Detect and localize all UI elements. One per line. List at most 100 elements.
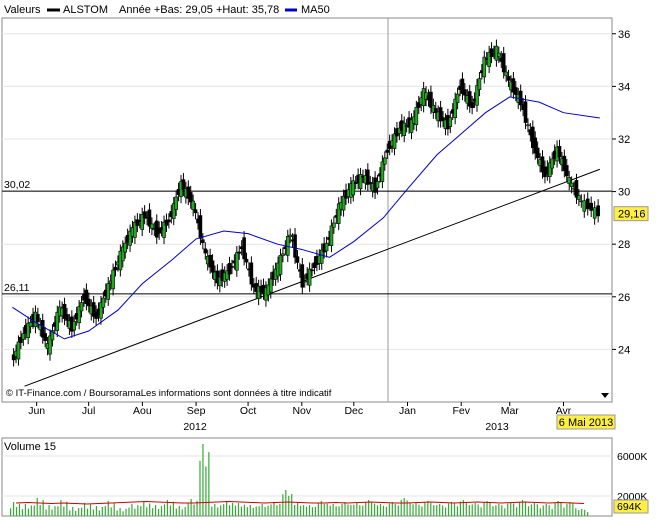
candle xyxy=(171,203,176,219)
volume-bar xyxy=(569,502,571,516)
volume-bar xyxy=(143,502,145,516)
candle xyxy=(336,203,341,224)
volume-bar xyxy=(459,501,461,516)
candle xyxy=(19,336,23,343)
volume-bar xyxy=(527,506,530,516)
scroll-down-icon[interactable] xyxy=(601,393,609,398)
candle xyxy=(514,87,518,95)
candle xyxy=(312,262,317,269)
volume-bar xyxy=(584,509,586,516)
candle xyxy=(203,248,208,254)
volume-bar xyxy=(415,503,417,516)
volume-bar xyxy=(279,504,281,516)
volume-bar xyxy=(468,505,470,516)
volume-bar xyxy=(81,507,83,516)
candle xyxy=(218,276,222,287)
candle xyxy=(55,311,60,331)
candle xyxy=(351,180,356,196)
volume-bar xyxy=(128,507,130,516)
volume-bar xyxy=(261,504,263,516)
volume-bar xyxy=(155,505,157,516)
volume-bar xyxy=(400,499,402,516)
volume-bar xyxy=(36,498,38,516)
candle xyxy=(487,52,491,67)
volume-bar xyxy=(554,502,556,516)
candle xyxy=(579,200,584,203)
volume-bar xyxy=(566,503,568,516)
volume-bar xyxy=(578,509,580,516)
volume-bar xyxy=(190,499,192,516)
candle xyxy=(157,227,161,234)
volume-bar xyxy=(137,505,139,516)
volume-bar xyxy=(501,505,503,516)
volume-bar xyxy=(18,503,21,516)
support-trendline xyxy=(24,168,601,387)
candle xyxy=(244,258,249,263)
volume-bar xyxy=(344,502,346,516)
y-tick-label: 28 xyxy=(618,239,630,251)
candle xyxy=(433,108,438,114)
candle xyxy=(518,90,523,106)
volume-bar xyxy=(347,504,349,516)
last-price-label: 29,16 xyxy=(618,209,646,221)
x-tick-label: Jan xyxy=(399,405,416,417)
candle xyxy=(142,211,147,219)
candle xyxy=(429,91,433,108)
candle xyxy=(438,107,443,122)
volume-bar xyxy=(557,501,559,516)
candle xyxy=(504,71,508,76)
candle xyxy=(392,133,397,149)
candle xyxy=(293,234,297,258)
candle xyxy=(511,78,516,93)
candle xyxy=(582,200,587,212)
volume-bar xyxy=(433,505,435,516)
candle xyxy=(592,207,597,219)
volume-bar xyxy=(146,507,148,516)
volume-bar xyxy=(445,507,447,516)
candle xyxy=(11,354,16,361)
candle xyxy=(28,322,33,328)
candle xyxy=(191,200,195,210)
candle xyxy=(91,302,96,317)
last-price-badge xyxy=(613,206,649,222)
x-tick-label: Sep xyxy=(187,405,206,417)
volume-bar xyxy=(30,505,32,516)
volume-bar xyxy=(308,505,311,516)
volume-bar xyxy=(282,494,284,516)
volume-bar xyxy=(338,506,340,516)
volume-bar xyxy=(24,504,26,516)
candle xyxy=(164,219,169,226)
volume-bar xyxy=(453,503,456,516)
candle xyxy=(288,234,292,237)
x-tick-label: Jun xyxy=(28,405,45,417)
candle xyxy=(111,269,115,290)
volume-bar xyxy=(78,507,80,516)
volume-bar xyxy=(388,503,390,516)
candle xyxy=(87,298,91,307)
volume-bar xyxy=(211,506,213,516)
y-tick-label: 30 xyxy=(618,187,630,199)
candle xyxy=(470,102,474,109)
volume-bar xyxy=(134,508,136,516)
candle xyxy=(353,182,358,184)
volume-bar xyxy=(187,503,189,516)
volume-bar xyxy=(152,508,154,516)
candle xyxy=(181,179,186,190)
x-tick-label: Oct xyxy=(240,405,256,417)
candle xyxy=(174,196,178,210)
volume-bar xyxy=(587,512,589,516)
volume-bar xyxy=(385,506,388,516)
copyright-note: © IT-Finance.com / BoursoramaLes informa… xyxy=(6,388,332,399)
volume-bar xyxy=(184,507,186,516)
date-label: 6 Mai 2013 xyxy=(559,417,613,429)
volume-bar xyxy=(394,503,396,516)
volume-bar xyxy=(442,505,444,516)
candle xyxy=(281,253,285,257)
volume-bar xyxy=(311,507,314,516)
volume-bar xyxy=(122,511,124,516)
volume-bar xyxy=(373,503,376,516)
candle xyxy=(402,122,407,136)
volume-bar xyxy=(178,506,180,516)
candle xyxy=(193,209,198,214)
candle xyxy=(540,156,545,173)
